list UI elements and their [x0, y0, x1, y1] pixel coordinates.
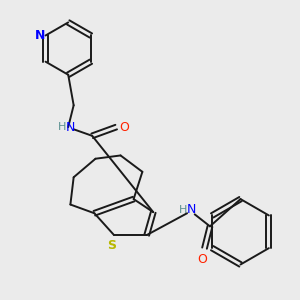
- Text: N: N: [35, 29, 45, 42]
- Text: H: H: [58, 122, 66, 132]
- Text: S: S: [107, 239, 116, 253]
- Text: O: O: [197, 253, 207, 266]
- Text: H: H: [178, 205, 187, 215]
- Text: N: N: [187, 203, 196, 217]
- Text: N: N: [66, 121, 75, 134]
- Text: O: O: [119, 121, 129, 134]
